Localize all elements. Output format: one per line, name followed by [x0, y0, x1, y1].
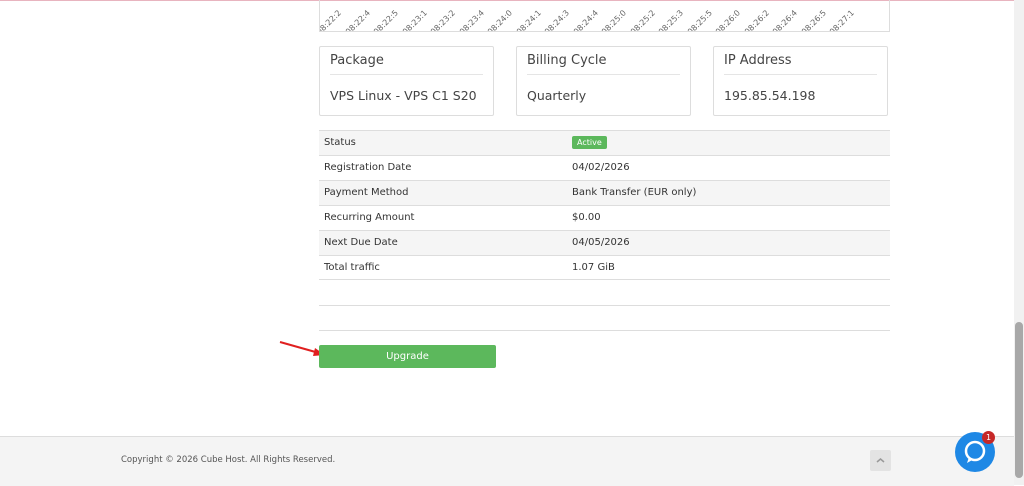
x-tick-label: 08:24:0 — [486, 8, 515, 32]
info-card: IP Address 195.85.54.198 — [713, 46, 888, 116]
card-value: VPS Linux - VPS C1 S20 — [330, 88, 477, 103]
x-tick-label: 08:23:4 — [457, 8, 486, 32]
x-tick-label: 08:22:2 — [319, 8, 344, 32]
card-divider — [527, 74, 680, 75]
x-tick-label: 08:23:1 — [400, 8, 429, 32]
divider — [319, 305, 890, 306]
card-title: Billing Cycle — [527, 53, 607, 68]
scrollbar-thumb[interactable] — [1015, 322, 1023, 478]
row-value: 04/05/2026 — [572, 237, 630, 248]
row-label: Next Due Date — [324, 237, 398, 248]
info-card: Billing Cycle Quarterly — [516, 46, 691, 116]
copyright: Copyright © 2026 Cube Host. All Rights R… — [121, 455, 336, 465]
row-label: Total traffic — [324, 262, 380, 273]
table-row: Next Due Date 04/05/2026 — [319, 230, 890, 255]
chat-button[interactable] — [955, 432, 995, 472]
card-value: 195.85.54.198 — [724, 88, 816, 103]
x-tick-label: 08:25:5 — [685, 8, 714, 32]
x-tick-label: 08:22:5 — [372, 8, 401, 32]
card-title: Package — [330, 53, 384, 68]
card-divider — [724, 74, 877, 75]
x-tick-label: 08:27:1 — [828, 8, 857, 32]
x-tick-label: 08:26:5 — [799, 8, 828, 32]
card-value: Quarterly — [527, 88, 587, 103]
x-tick-label: 08:26:2 — [742, 8, 771, 32]
x-tick-label: 08:26:4 — [771, 8, 800, 32]
x-tick-label: 08:22:4 — [343, 8, 372, 32]
x-tick-label: 08:24:4 — [571, 8, 600, 32]
row-value: Bank Transfer (EUR only) — [572, 187, 697, 198]
table-row: Registration Date 04/02/2026 — [319, 155, 890, 180]
table-row: Status Active — [319, 130, 890, 155]
x-tick-label: 08:25:3 — [657, 8, 686, 32]
x-tick-label: 08:25:0 — [600, 8, 629, 32]
row-label: Payment Method — [324, 187, 409, 198]
card-divider — [330, 74, 483, 75]
table-row: Payment Method Bank Transfer (EUR only) — [319, 180, 890, 205]
x-tick-label: 08:24:3 — [543, 8, 572, 32]
chart-area: 08:22:2 08:22:4 08:22:5 08:23:1 08:23:2 08:23… — [319, 0, 890, 32]
x-tick-label: 08:26:0 — [714, 8, 743, 32]
chat-badge: 1 — [982, 431, 995, 444]
upgrade-button[interactable]: Upgrade — [319, 345, 496, 368]
row-value: 1.07 GiB — [572, 262, 615, 273]
row-label: Recurring Amount — [324, 212, 415, 223]
x-tick-label: 08:25:2 — [628, 8, 657, 32]
scroll-top[interactable] — [870, 450, 891, 471]
x-tick-label: 08:23:2 — [429, 8, 458, 32]
row-label: Registration Date — [324, 162, 412, 173]
row-label: Status — [324, 137, 356, 148]
card-title: IP Address — [724, 53, 792, 68]
divider — [319, 330, 890, 331]
table-row: Recurring Amount $0.00 — [319, 205, 890, 230]
status-badge: Active — [572, 136, 607, 149]
table-row: Total traffic 1.07 GiB — [319, 255, 890, 280]
info-card: Package VPS Linux - VPS C1 S20 — [319, 46, 494, 116]
row-value: 04/02/2026 — [572, 162, 630, 173]
row-value: $0.00 — [572, 212, 601, 223]
x-tick-label: 08:24:1 — [514, 8, 543, 32]
top-line — [0, 0, 1014, 1]
footer — [0, 436, 1014, 486]
scrollbar — [1014, 0, 1024, 485]
